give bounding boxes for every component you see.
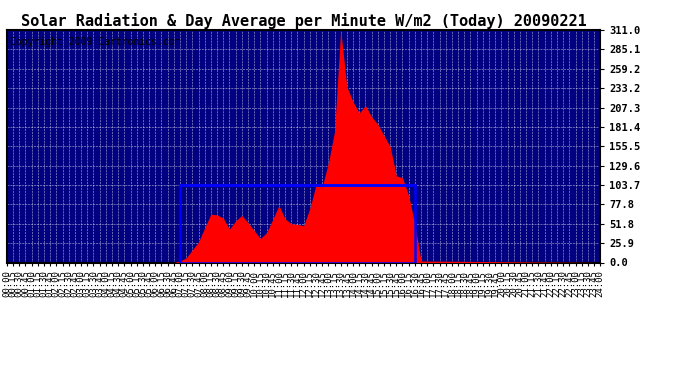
Title: Solar Radiation & Day Average per Minute W/m2 (Today) 20090221: Solar Radiation & Day Average per Minute…: [21, 13, 586, 29]
Bar: [180, 185, 415, 262]
Text: Copyright 2009 Cartronics.com: Copyright 2009 Cartronics.com: [10, 37, 180, 47]
